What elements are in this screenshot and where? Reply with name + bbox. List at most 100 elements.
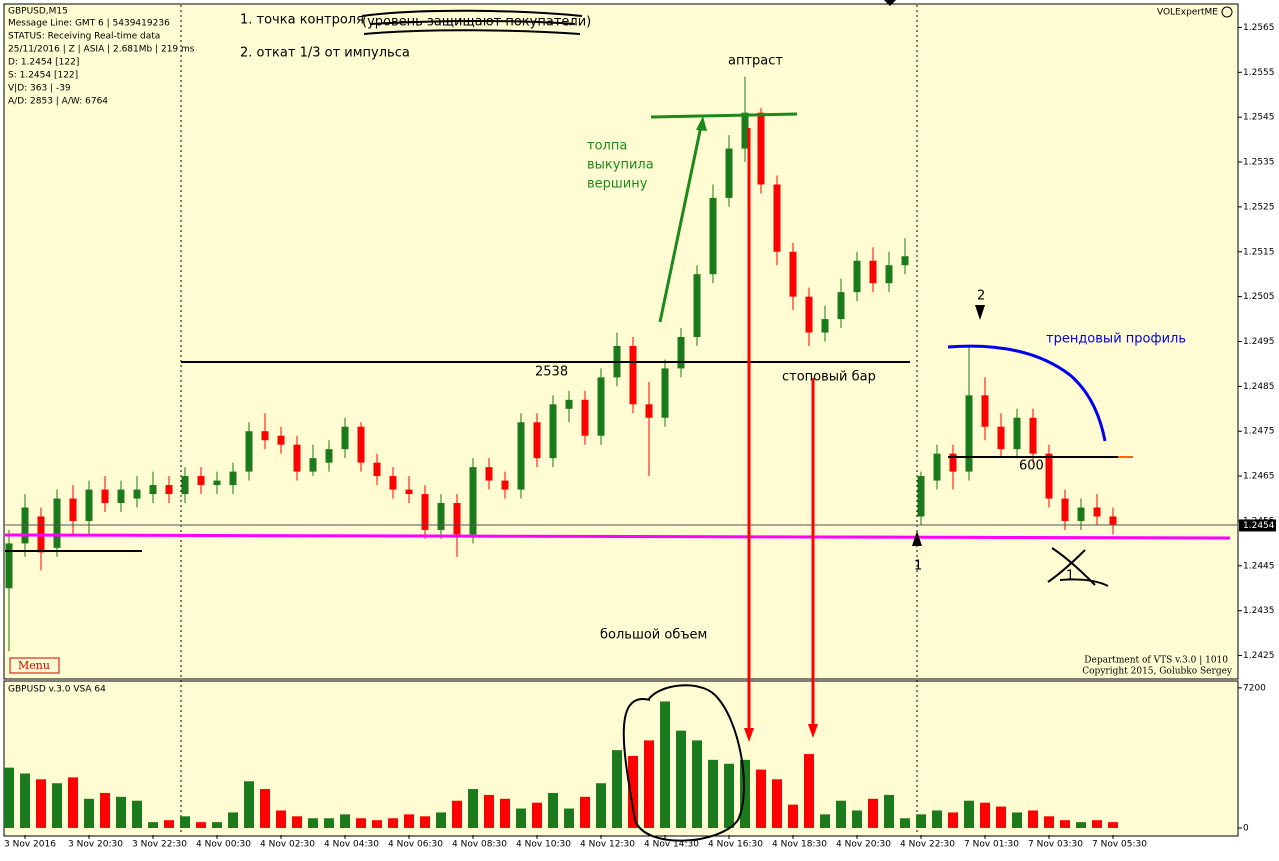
last-price-box xyxy=(1239,519,1276,532)
candle-body xyxy=(645,404,653,418)
candle-body xyxy=(981,395,989,427)
x-tick-label: 4 Nov 08:30 xyxy=(452,840,507,850)
candle-body xyxy=(661,368,669,418)
volume-bar xyxy=(356,818,366,828)
volume-bar xyxy=(932,810,942,828)
credits: Department of VTS v.3.0 | 1010 xyxy=(1084,656,1228,666)
volume-bar xyxy=(964,800,974,828)
volume-bar xyxy=(708,759,718,828)
candle-body xyxy=(725,148,733,198)
candle-body xyxy=(309,458,317,472)
candle-body xyxy=(549,404,557,459)
candle-body xyxy=(1061,498,1069,521)
volume-bar xyxy=(900,818,910,828)
annotation: 1 xyxy=(1066,569,1074,584)
info-line: 25/11/2016 | Z | ASIA | 2.681Mb | 219 ms xyxy=(8,45,195,55)
smiley-icon xyxy=(1221,6,1233,18)
y-tick-label: 1.2515 xyxy=(1243,247,1275,257)
volume-bar xyxy=(100,792,110,828)
candle-body xyxy=(517,422,525,490)
volume-bar xyxy=(1028,810,1038,828)
volume-bar xyxy=(372,820,382,828)
volume-bar xyxy=(132,800,142,828)
volume-bar xyxy=(228,812,238,828)
candle-body xyxy=(597,377,605,436)
x-tick-label: 3 Nov 22:30 xyxy=(132,840,187,850)
candle-body xyxy=(805,296,813,333)
candle-body xyxy=(469,467,477,535)
candle-body xyxy=(341,426,349,450)
y-tick-label: 1.2565 xyxy=(1243,23,1275,33)
volume-bar xyxy=(500,798,510,828)
volume-bar xyxy=(596,783,606,828)
volume-bar xyxy=(820,814,830,828)
volume-bar xyxy=(292,816,302,828)
volume-bar xyxy=(116,796,126,828)
drawn-curve xyxy=(947,344,1107,442)
annotation: 2538 xyxy=(535,365,568,380)
candle-body xyxy=(917,476,925,517)
candle-body xyxy=(901,256,909,266)
drawn-line xyxy=(650,112,798,119)
volume-bar xyxy=(52,783,62,828)
y-tick-label: 1.2445 xyxy=(1243,561,1275,571)
volume-bar xyxy=(692,740,702,828)
watermark: VOLExpertME xyxy=(1157,8,1218,18)
candle-body xyxy=(1013,417,1021,450)
candle-body xyxy=(581,399,589,436)
candle-body xyxy=(85,489,93,521)
annotation: стоповый бар xyxy=(782,370,876,385)
candle-body xyxy=(997,426,1005,450)
volume-bar xyxy=(340,814,350,828)
volume-bar xyxy=(180,816,190,828)
candle-body xyxy=(1093,507,1101,517)
drawn-arrow xyxy=(658,125,703,323)
candle-body xyxy=(405,489,413,495)
candle-body xyxy=(389,476,397,490)
annotation: выкупила xyxy=(587,158,654,173)
chart-title: GBPUSD,M15 xyxy=(8,7,68,17)
arrow-head xyxy=(808,724,818,738)
candle-body xyxy=(373,462,381,477)
x-tick-label: 3 Nov 2016 xyxy=(4,840,56,850)
volume-bar xyxy=(420,816,430,828)
candle-body xyxy=(533,422,541,459)
candle-body xyxy=(245,431,253,472)
pane-title: GBPUSD v.3.0 VSA 64 xyxy=(8,685,106,695)
candle-body xyxy=(277,435,285,445)
candle-body xyxy=(501,480,509,490)
info-line: S: 1.2454 [122] xyxy=(8,71,78,81)
candle-body xyxy=(357,426,365,463)
drawn-ellipse xyxy=(622,684,745,842)
x-tick-label: 4 Nov 04:30 xyxy=(324,840,379,850)
candle-body xyxy=(1029,417,1037,454)
volume-bar xyxy=(532,802,542,828)
candle-body xyxy=(1045,453,1053,499)
candle-body xyxy=(117,489,125,504)
menu-label[interactable]: Menu xyxy=(18,659,50,672)
volume-bar xyxy=(948,812,958,828)
candle-body xyxy=(741,112,749,149)
volume-bar xyxy=(68,777,78,828)
menu-button[interactable] xyxy=(9,657,60,674)
price-pane xyxy=(3,3,1239,680)
candle-body xyxy=(421,494,429,530)
volume-bar xyxy=(724,763,734,828)
y-tick-label: 1.2475 xyxy=(1243,427,1275,437)
x-tick-label: 4 Nov 16:30 xyxy=(708,840,763,850)
volume-bar xyxy=(212,822,222,828)
x-tick-label: 4 Nov 10:30 xyxy=(516,840,571,850)
candle-body xyxy=(949,453,957,472)
volume-bar xyxy=(20,773,30,828)
candle-body xyxy=(5,543,13,589)
last-price-label: 1.2454 xyxy=(1243,521,1275,531)
annotation: 2 xyxy=(977,289,985,304)
y-tick-label: 1.2505 xyxy=(1243,292,1275,302)
candle-body xyxy=(933,453,941,481)
y-tick-label: 1.2495 xyxy=(1243,337,1275,347)
x-tick-label: 4 Nov 22:30 xyxy=(900,840,955,850)
annotation: трендовый профиль xyxy=(1046,332,1186,347)
candle-body xyxy=(437,503,445,530)
volume-bar xyxy=(516,808,526,828)
y-tick-label: 1.2435 xyxy=(1243,606,1275,616)
